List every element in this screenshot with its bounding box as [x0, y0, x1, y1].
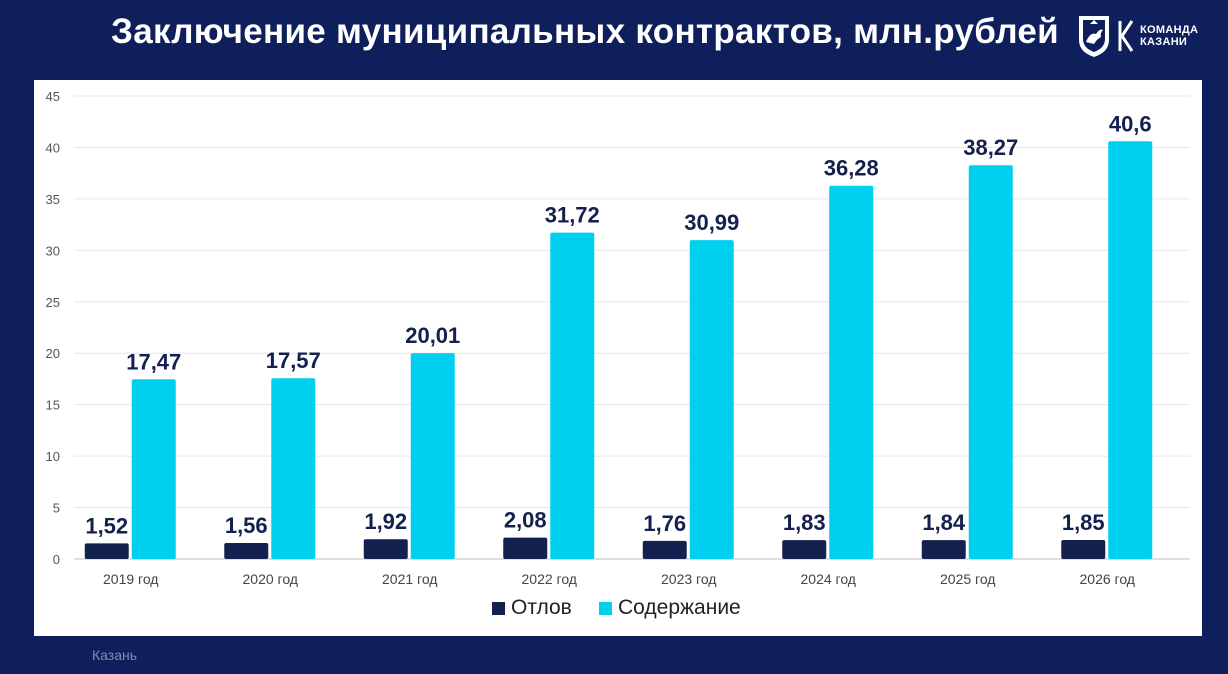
x-tick-label: 2021 год — [382, 571, 437, 587]
bar-soderzhanie — [131, 379, 176, 559]
kazan-coat-of-arms-icon — [1079, 16, 1109, 57]
y-tick-label: 0 — [53, 552, 60, 567]
data-label: 1,52 — [85, 513, 128, 538]
y-tick-label: 10 — [46, 449, 60, 464]
bar-otlov — [782, 540, 827, 559]
bar-soderzhanie — [829, 185, 874, 559]
data-label: 1,76 — [643, 511, 686, 536]
bar-otlov — [1061, 539, 1106, 559]
data-label: 1,83 — [783, 510, 826, 535]
y-tick-label: 15 — [46, 398, 60, 413]
brand-line-1: КОМАНДА — [1140, 24, 1199, 36]
x-tick-label: 2020 год — [243, 571, 298, 587]
legend-label: Содержание — [618, 596, 741, 619]
y-tick-label: 30 — [46, 243, 60, 258]
data-label: 38,27 — [963, 135, 1018, 160]
data-label: 1,92 — [364, 509, 407, 534]
footer-location: Казань — [92, 647, 138, 663]
data-label: 36,28 — [824, 156, 879, 181]
y-tick-label: 35 — [46, 192, 60, 207]
x-tick-label: 2026 год — [1080, 571, 1135, 587]
data-label: 31,72 — [545, 203, 600, 228]
data-label: 1,85 — [1062, 510, 1105, 535]
bar-otlov — [84, 543, 129, 559]
bar-otlov — [224, 542, 269, 559]
bar-chart: 0 5 10 15 20 25 30 35 40 45 1,52 17,47 2019 год 1,56 1… — [46, 89, 1190, 619]
logo: КОМАНДА КАЗАНИ — [1076, 12, 1198, 60]
legend-label: Отлов — [511, 596, 572, 619]
data-label: 1,56 — [225, 513, 268, 538]
x-tick-label: 2022 год — [522, 571, 577, 587]
data-label: 30,99 — [684, 210, 739, 235]
legend-swatch — [492, 602, 505, 615]
x-tick-label: 2024 год — [801, 571, 856, 587]
y-tick-label: 40 — [46, 140, 60, 155]
bar-otlov — [642, 540, 687, 559]
data-label: 1,84 — [922, 510, 966, 535]
data-label: 17,47 — [126, 349, 181, 374]
data-label: 40,6 — [1109, 111, 1152, 136]
bar-soderzhanie — [550, 232, 595, 559]
brand-name: КОМАНДА КАЗАНИ — [1140, 24, 1198, 48]
y-tick-label: 45 — [46, 89, 60, 104]
chart-panel: 0 5 10 15 20 25 30 35 40 45 1,52 17,47 2019 год 1,56 1… — [34, 80, 1202, 636]
x-tick-label: 2023 год — [661, 571, 716, 587]
page-title: Заключение муниципальных контрактов, млн… — [111, 12, 1059, 51]
bar-soderzhanie — [968, 165, 1013, 559]
legend-swatch — [599, 602, 612, 615]
data-label: 17,57 — [266, 348, 321, 373]
bar-soderzhanie — [271, 378, 316, 559]
bar-otlov — [503, 537, 548, 559]
data-label: 20,01 — [405, 323, 460, 348]
bar-soderzhanie — [1108, 141, 1153, 559]
bar-otlov — [363, 539, 408, 559]
y-tick-label: 5 — [53, 501, 60, 516]
bar-otlov — [921, 540, 966, 559]
data-label: 2,08 — [504, 508, 547, 533]
bar-soderzhanie — [410, 353, 455, 559]
bar-soderzhanie — [689, 240, 734, 559]
y-tick-label: 25 — [46, 295, 60, 310]
y-tick-label: 20 — [46, 346, 60, 361]
brand-line-2: КАЗАНИ — [1140, 36, 1188, 48]
x-tick-label: 2025 год — [940, 571, 995, 587]
x-tick-label: 2019 год — [103, 571, 158, 587]
team-kazan-k-icon — [1118, 20, 1134, 52]
